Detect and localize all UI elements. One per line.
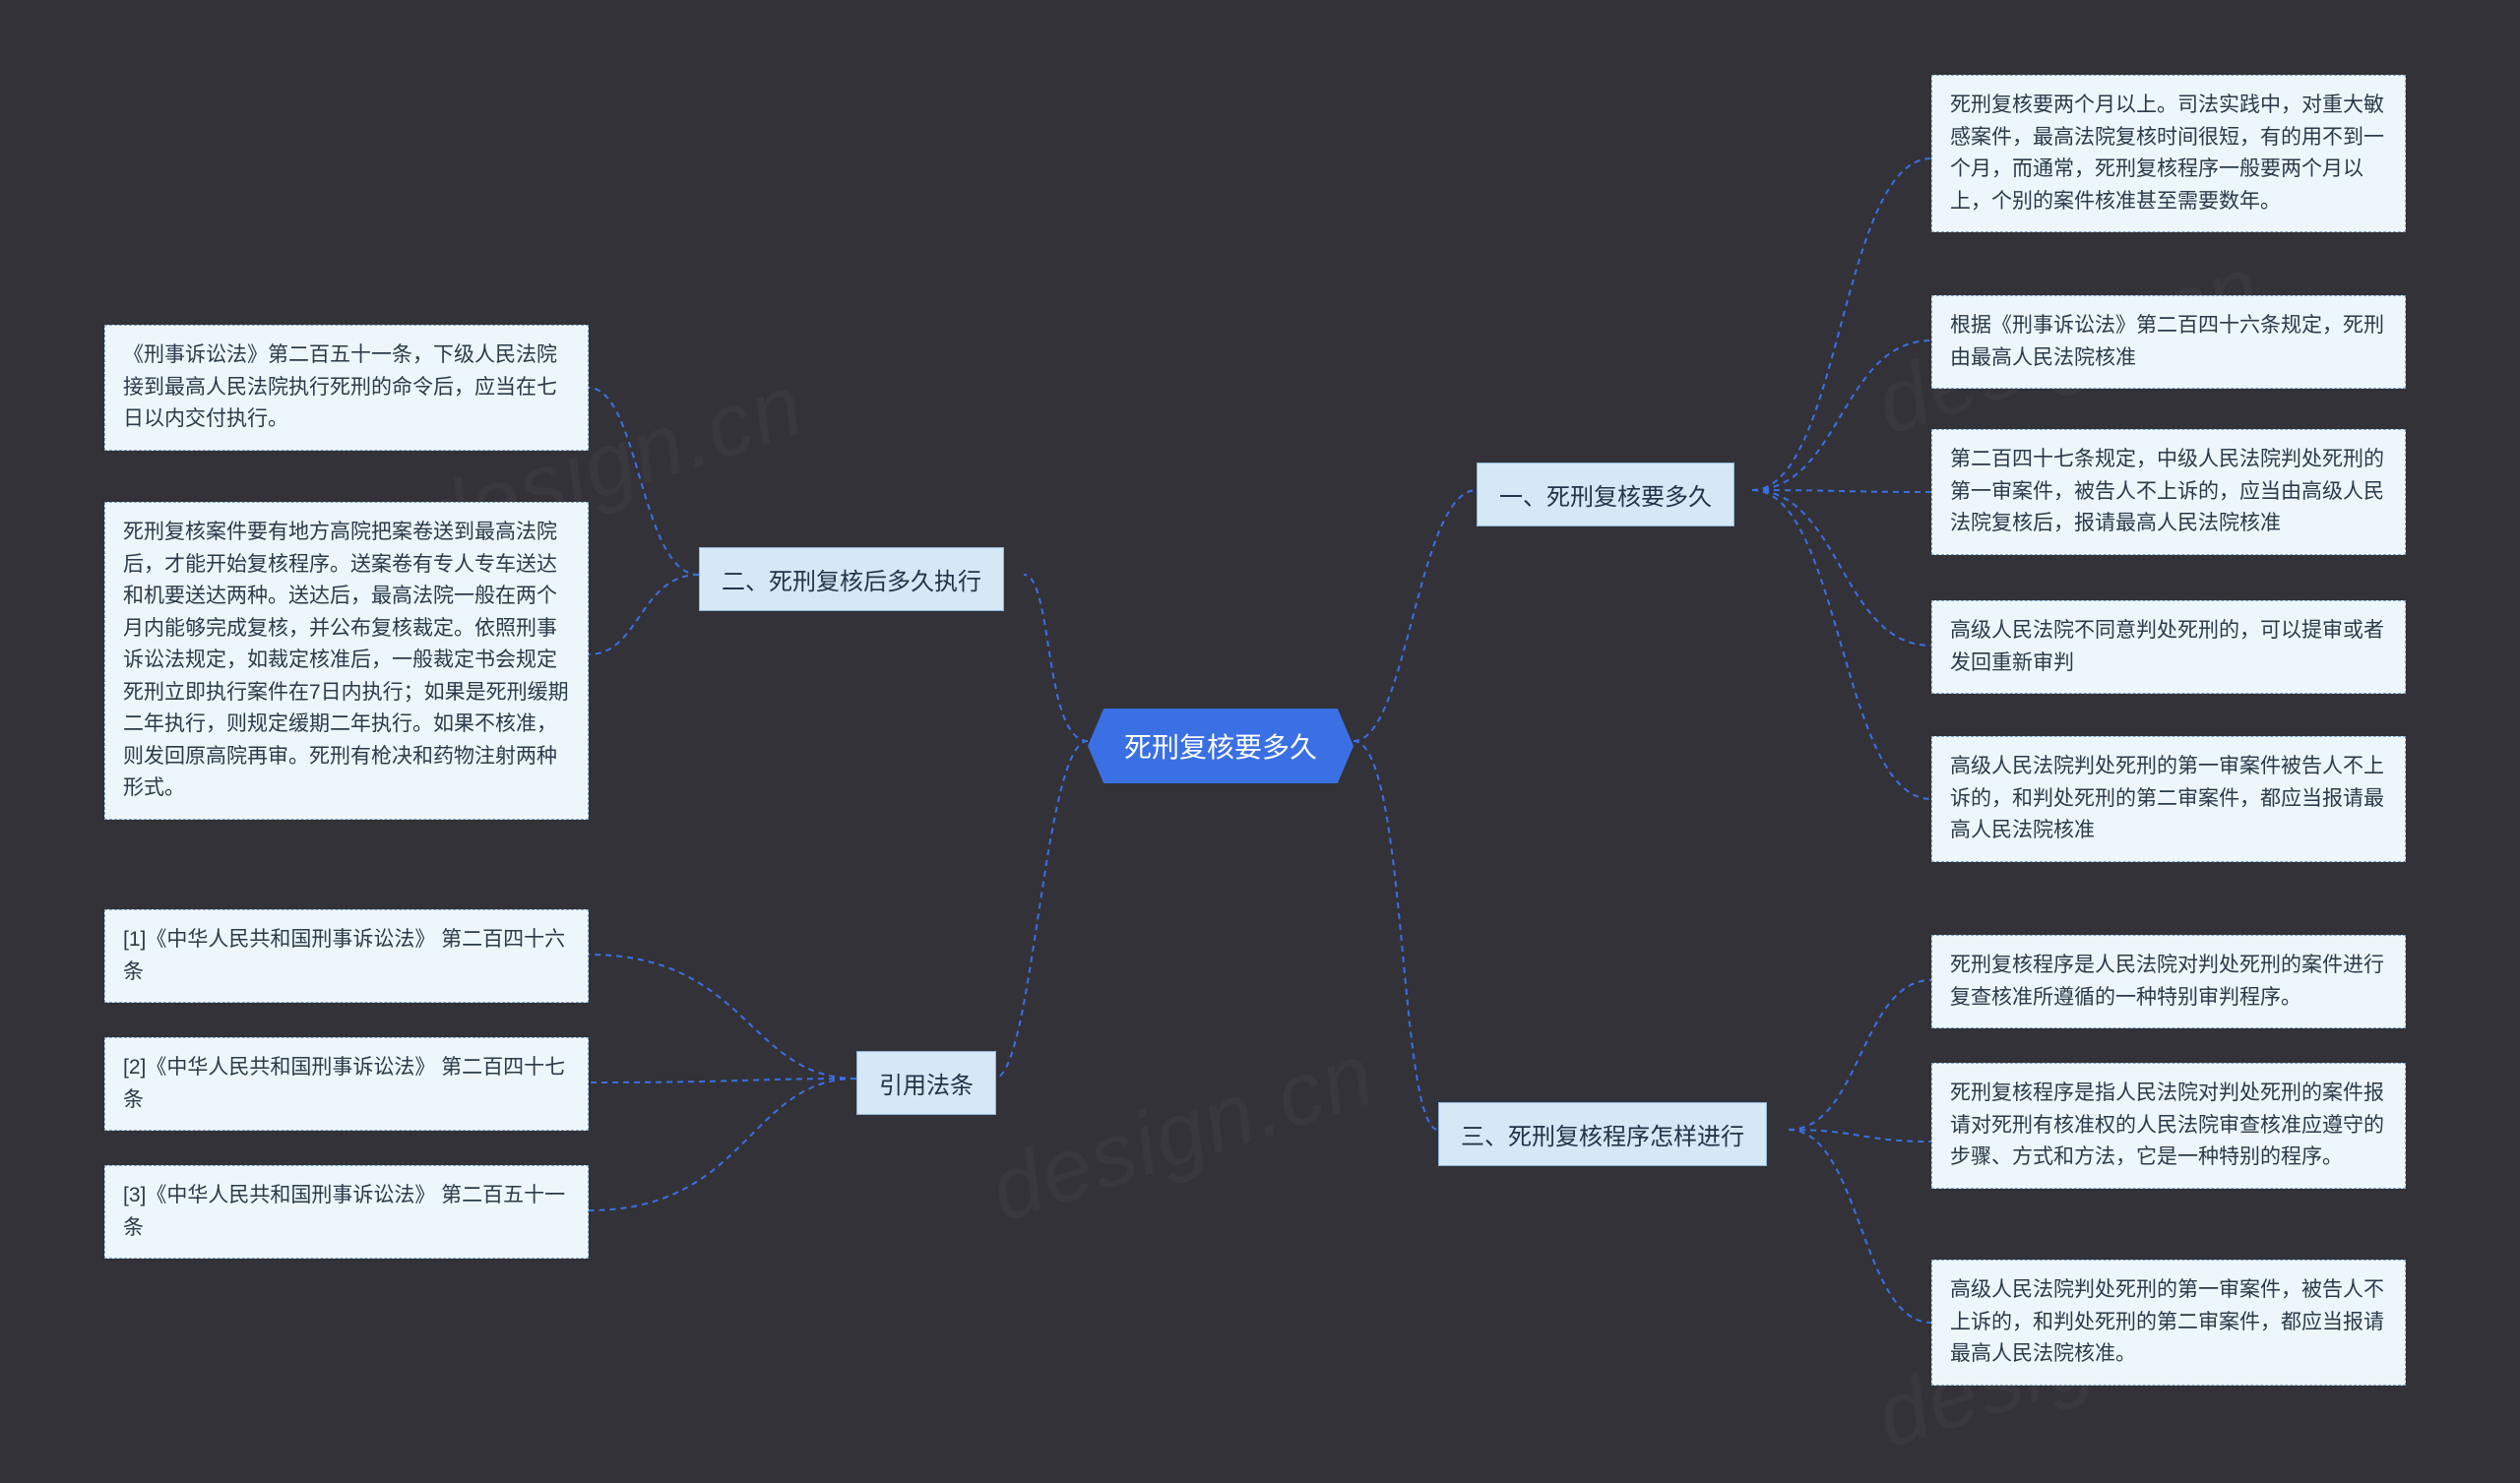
leaf-node[interactable]: [3]《中华人民共和国刑事诉讼法》 第二百五十一条 — [104, 1165, 589, 1259]
leaf-node[interactable]: [1]《中华人民共和国刑事诉讼法》 第二百四十六条 — [104, 909, 589, 1003]
leaf-node[interactable]: 《刑事诉讼法》第二百五十一条，下级人民法院接到最高人民法院执行死刑的命令后，应当… — [104, 325, 589, 451]
leaf-node[interactable]: [2]《中华人民共和国刑事诉讼法》 第二百四十七条 — [104, 1037, 589, 1131]
leaf-node[interactable]: 高级人民法院判处死刑的第一审案件，被告人不上诉的，和判处死刑的第二审案件，都应当… — [1931, 1260, 2406, 1386]
leaf-node[interactable]: 死刑复核程序是指人民法院对判处死刑的案件报请对死刑有核准权的人民法院审查核准应遵… — [1931, 1063, 2406, 1189]
leaf-node[interactable]: 死刑复核程序是人民法院对判处死刑的案件进行复查核准所遵循的一种特别审判程序。 — [1931, 935, 2406, 1028]
leaf-node[interactable]: 根据《刑事诉讼法》第二百四十六条规定，死刑由最高人民法院核准 — [1931, 295, 2406, 389]
leaf-node[interactable]: 高级人民法院判处死刑的第一审案件被告人不上诉的，和判处死刑的第二审案件，都应当报… — [1931, 736, 2406, 862]
branch-node-3[interactable]: 三、死刑复核程序怎样进行 — [1438, 1102, 1767, 1166]
leaf-node[interactable]: 死刑复核要两个月以上。司法实践中，对重大敏感案件，最高法院复核时间很短，有的用不… — [1931, 75, 2406, 232]
watermark: design.cn — [978, 1023, 1387, 1243]
leaf-node[interactable]: 第二百四十七条规定，中级人民法院判处死刑的第一审案件，被告人不上诉的，应当由高级… — [1931, 429, 2406, 555]
leaf-node[interactable]: 高级人民法院不同意判处死刑的，可以提审或者发回重新审判 — [1931, 600, 2406, 694]
branch-node-2[interactable]: 二、死刑复核后多久执行 — [699, 547, 1004, 611]
root-node[interactable]: 死刑复核要多久 — [1088, 709, 1354, 783]
branch-node-1[interactable]: 一、死刑复核要多久 — [1477, 463, 1734, 526]
mindmap-canvas: design.cn design.cn design.cn design.cn — [0, 0, 2520, 1483]
leaf-node[interactable]: 死刑复核案件要有地方高院把案卷送到最高法院后，才能开始复核程序。送案卷有专人专车… — [104, 502, 589, 820]
branch-node-ref[interactable]: 引用法条 — [856, 1051, 996, 1115]
